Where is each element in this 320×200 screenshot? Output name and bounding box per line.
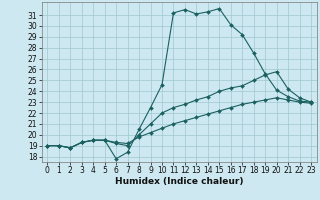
X-axis label: Humidex (Indice chaleur): Humidex (Indice chaleur)	[115, 177, 244, 186]
